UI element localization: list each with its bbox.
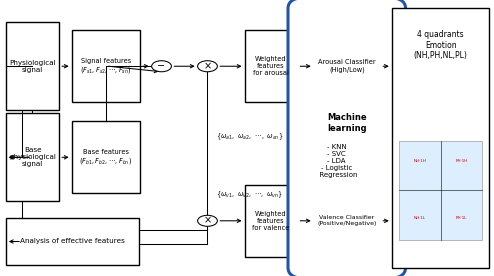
Text: Arousal Classifier
(High/Low): Arousal Classifier (High/Low): [318, 60, 376, 73]
Text: NH·1L: NH·1L: [414, 216, 426, 220]
Text: Valence Classifier
(Positive/Negative): Valence Classifier (Positive/Negative): [317, 215, 377, 226]
Bar: [399, 141, 482, 240]
Text: PH·1L: PH·1L: [455, 216, 467, 220]
Text: 4 quadrants
Emotion
(NH,PH,NL,PL): 4 quadrants Emotion (NH,PH,NL,PL): [413, 30, 468, 60]
Circle shape: [198, 215, 217, 226]
Bar: [245, 30, 297, 102]
Circle shape: [152, 61, 171, 72]
Text: Weighted
features
for valence: Weighted features for valence: [252, 211, 289, 231]
Bar: [392, 8, 489, 268]
Text: Signal features
$(F_{s1}, F_{s2}, \cdots, F_{sn})$: Signal features $(F_{s1}, F_{s2}, \cdots…: [80, 58, 131, 75]
Text: Physiological
signal: Physiological signal: [9, 60, 56, 73]
Text: $\{\omega_{a1},\ \omega_{a2},\ \cdots,\ \omega_{an}\}$: $\{\omega_{a1},\ \omega_{a2},\ \cdots,\ …: [216, 131, 284, 142]
Text: - KNN
- SVC
- LDA
- Logistic
  Regression: - KNN - SVC - LDA - Logistic Regression: [315, 144, 358, 177]
Bar: [6, 22, 59, 110]
Text: Weighted
features
for arousal: Weighted features for arousal: [253, 56, 289, 76]
Bar: [6, 218, 139, 265]
Circle shape: [198, 61, 217, 72]
Text: PH·1H: PH·1H: [455, 159, 467, 163]
Text: Analysis of effective features: Analysis of effective features: [20, 238, 125, 245]
Bar: [245, 185, 297, 257]
Bar: [72, 121, 140, 193]
FancyBboxPatch shape: [288, 0, 406, 276]
Bar: [314, 185, 380, 257]
Bar: [314, 30, 380, 102]
Text: $\{\omega_{v1},\ \omega_{v2},\ \cdots,\ \omega_{vn}\}$: $\{\omega_{v1},\ \omega_{v2},\ \cdots,\ …: [216, 189, 284, 200]
Text: ×: ×: [204, 61, 211, 71]
Text: Machine
learning: Machine learning: [327, 113, 367, 132]
Text: NH·1H: NH·1H: [413, 159, 426, 163]
Bar: [6, 113, 59, 201]
Bar: [72, 30, 140, 102]
Text: Base features
$(F_{b1}, F_{b2}, \cdots, F_{bn})$: Base features $(F_{b1}, F_{b2}, \cdots, …: [79, 149, 132, 166]
Text: ×: ×: [204, 216, 211, 226]
Text: Base
physiological
signal: Base physiological signal: [9, 147, 56, 167]
Text: −: −: [158, 61, 165, 71]
